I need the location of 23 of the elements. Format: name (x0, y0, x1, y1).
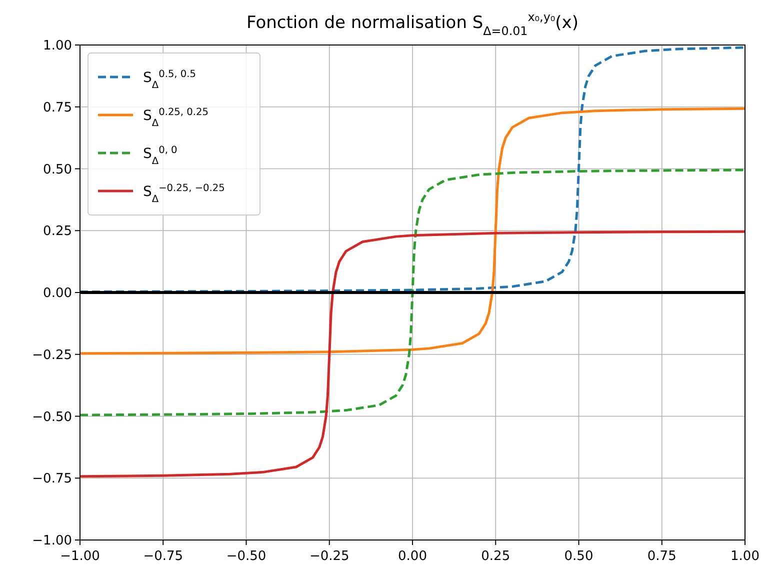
y-tick-label: −0.75 (32, 472, 72, 487)
y-tick-label: 1.00 (43, 38, 72, 54)
x-tick-label: −0.25 (309, 549, 350, 564)
y-tick-label: 0.25 (43, 224, 72, 240)
y-tick-label: −0.25 (32, 348, 72, 363)
x-tick-label: −0.75 (143, 549, 184, 564)
chart-title: Fonction de normalisation S$_{Δ=0.01}$$^{x₀,y₀}$(x) (246, 10, 578, 38)
y-tick-label: 0.00 (43, 286, 72, 301)
line-series (80, 168, 745, 416)
line-series (80, 230, 745, 478)
y-tick-label: 0.50 (43, 162, 72, 178)
x-tick-label: 0.50 (564, 549, 594, 564)
x-tick-label: −0.50 (226, 549, 266, 564)
x-tick-label: 0.75 (647, 549, 676, 564)
x-tick-label: −1.00 (60, 549, 100, 564)
line-series (80, 46, 745, 294)
x-tick-label: 0.25 (481, 549, 510, 564)
y-tick-label: −1.00 (32, 534, 72, 548)
y-tick-label: 0.75 (43, 100, 72, 116)
x-tick-label: 0.00 (398, 549, 427, 564)
line-series (80, 107, 745, 355)
y-tick-label: −0.50 (32, 410, 72, 425)
x-tick-label: 1.00 (730, 549, 760, 564)
